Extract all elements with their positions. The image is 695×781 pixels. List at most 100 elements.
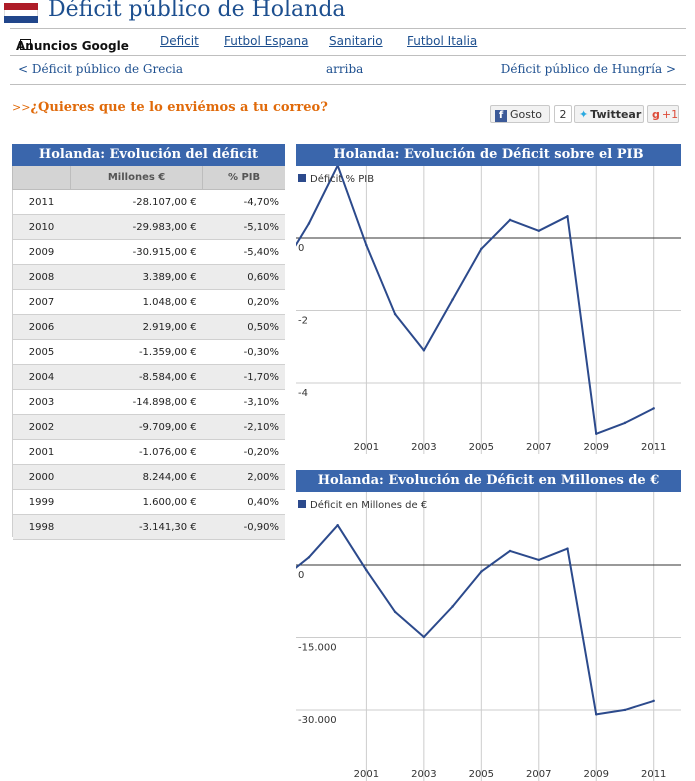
cell-year: 2005 bbox=[12, 339, 71, 365]
google-plus-button[interactable]: g +1 bbox=[647, 105, 679, 123]
x-tick-label: 2005 bbox=[469, 442, 494, 453]
cell-millones: -14.898,00 € bbox=[70, 389, 203, 415]
data-point bbox=[595, 713, 598, 716]
data-point bbox=[422, 635, 426, 639]
cell-pib: 0,50% bbox=[202, 314, 285, 340]
cell-pib: 0,20% bbox=[202, 289, 285, 315]
pagination-nav: < Déficit público de Grecia arriba Défic… bbox=[10, 56, 686, 85]
data-point bbox=[595, 432, 598, 435]
legend-swatch bbox=[298, 174, 306, 182]
cell-pib: 0,60% bbox=[202, 264, 285, 290]
x-tick-label: 2007 bbox=[526, 769, 551, 780]
chart-pib: 0 -2 -4 2001 2003 2005 2007 2009 2011 Déficit % P… bbox=[296, 166, 681, 454]
data-point bbox=[480, 247, 483, 251]
x-tick-label: 2001 bbox=[354, 442, 379, 453]
prev-country-link[interactable]: < Déficit público de Grecia bbox=[18, 62, 184, 76]
data-point bbox=[451, 298, 454, 301]
cell-pib: 0,40% bbox=[202, 489, 285, 515]
email-subscribe-link[interactable]: >>¿Quieres que te lo enviémos a tu corre… bbox=[12, 100, 328, 115]
series-line bbox=[296, 524, 654, 716]
data-point bbox=[336, 166, 339, 167]
table-row: 2008 3.389,00 €0,60% bbox=[12, 264, 285, 290]
cell-millones: -29.983,00 € bbox=[70, 214, 203, 240]
data-point bbox=[537, 229, 540, 232]
table-title: Holanda: Evolución del déficit bbox=[12, 144, 285, 166]
like-count-badge: 2 bbox=[554, 105, 572, 123]
table-row: 2004 -8.584,00 € -1,70% bbox=[12, 364, 285, 390]
legend-label: Déficit en Millones de € bbox=[310, 499, 427, 511]
nav-link-futbol-italia[interactable]: Futbol Italia bbox=[407, 34, 478, 48]
google-ads-label: Anuncios Google bbox=[16, 39, 129, 53]
cell-year: 2002 bbox=[12, 414, 71, 440]
cell-millones: -9.709,00 € bbox=[70, 414, 203, 440]
legend-label: Déficit % PIB bbox=[310, 173, 374, 185]
cell-millones: -1.076,00 € bbox=[70, 439, 203, 465]
deficit-table: Millones € % PIB 2011 -28.107,00 € -4,70% 2… bbox=[12, 166, 285, 540]
x-tick-label: 2003 bbox=[411, 442, 436, 453]
table-row: 2011 -28.107,00 € -4,70% bbox=[12, 189, 285, 215]
cell-year: 2010 bbox=[12, 214, 71, 240]
data-point bbox=[566, 547, 569, 550]
cell-pib: -0,30% bbox=[202, 339, 285, 365]
table-row: 2005 -1.359,00 € -0,30% bbox=[12, 339, 285, 365]
chart-millones-title: Holanda: Evolución de Déficit en Millone… bbox=[296, 470, 681, 492]
cell-millones: 3.389,00 € bbox=[70, 264, 203, 290]
nav-link-sanitario[interactable]: Sanitario bbox=[329, 34, 383, 48]
y-tick-label: -2 bbox=[298, 316, 308, 327]
cell-pib: 2,00% bbox=[202, 464, 285, 490]
up-link[interactable]: arriba bbox=[326, 62, 364, 76]
series-line bbox=[296, 166, 655, 435]
next-country-link[interactable]: Déficit público de Hungría > bbox=[500, 62, 676, 76]
cell-millones: -3.141,30 € bbox=[70, 514, 203, 540]
x-tick-label: 2011 bbox=[641, 442, 666, 453]
cell-pib: -5,40% bbox=[202, 239, 285, 265]
data-point bbox=[623, 421, 627, 425]
header-millones: Millones € bbox=[69, 166, 203, 190]
y-tick-label: -4 bbox=[298, 388, 308, 399]
data-point bbox=[508, 218, 512, 222]
x-tick-label: 2001 bbox=[354, 769, 379, 780]
table-row: 1999 1.600,00 €0,40% bbox=[12, 489, 285, 515]
y-tick-label: 0 bbox=[298, 243, 304, 254]
table-row: 2002 -9.709,00 € -2,10% bbox=[12, 414, 285, 440]
table-row: 2003 -14.898,00 € -3,10% bbox=[12, 389, 285, 415]
table-row: 2000 8.244,00 €2,00% bbox=[12, 464, 285, 490]
x-tick-label: 2009 bbox=[584, 769, 609, 780]
cell-year: 2000 bbox=[12, 464, 71, 490]
nav-link-futbol-espana[interactable]: Futbol Espana bbox=[224, 34, 309, 48]
email-subscribe-text: ¿Quieres que te lo enviémos a tu correo? bbox=[30, 100, 328, 115]
cell-pib: -4,70% bbox=[202, 189, 285, 215]
top-nav: Anuncios Google Deficit Futbol Espana Sa… bbox=[10, 28, 686, 56]
cell-millones: 2.919,00 € bbox=[70, 314, 203, 340]
cell-year: 2011 bbox=[12, 189, 71, 215]
chart-pib-title: Holanda: Evolución de Déficit sobre el P… bbox=[296, 144, 681, 166]
gplus-label: +1 bbox=[661, 108, 679, 121]
cell-millones: -28.107,00 € bbox=[70, 189, 203, 215]
cell-pib: -1,70% bbox=[202, 364, 285, 390]
chart-millones: 0 -15.000 -30.000 2001 2003 2005 2007 2009 2011 D… bbox=[296, 492, 681, 781]
cell-millones: -8.584,00 € bbox=[70, 364, 203, 390]
cell-pib: -5,10% bbox=[202, 214, 285, 240]
tweet-button[interactable]: ✦ Twittear bbox=[574, 105, 644, 123]
nav-link-deficit[interactable]: Deficit bbox=[160, 34, 199, 48]
google-plus-icon: g bbox=[652, 108, 660, 121]
cell-year: 2007 bbox=[12, 289, 71, 315]
flag-white-stripe bbox=[4, 9, 38, 17]
x-tick-label: 2007 bbox=[526, 442, 551, 453]
facebook-like-button[interactable]: f Gosto bbox=[490, 105, 550, 123]
data-point bbox=[537, 558, 540, 562]
cell-year: 2001 bbox=[12, 439, 71, 465]
cell-year: 1999 bbox=[12, 489, 71, 515]
data-point bbox=[365, 244, 368, 247]
y-tick-label: -30.000 bbox=[298, 715, 337, 726]
data-point bbox=[422, 349, 426, 352]
data-point bbox=[566, 215, 569, 218]
like-label: Gosto bbox=[510, 108, 543, 121]
facebook-icon: f bbox=[495, 110, 507, 122]
table-row: 2006 2.919,00 €0,50% bbox=[12, 314, 285, 340]
data-point bbox=[508, 549, 512, 553]
table-row: 2010 -29.983,00 € -5,10% bbox=[12, 214, 285, 240]
cell-year: 2008 bbox=[12, 264, 71, 290]
data-point bbox=[336, 523, 339, 527]
legend-swatch bbox=[298, 500, 306, 508]
